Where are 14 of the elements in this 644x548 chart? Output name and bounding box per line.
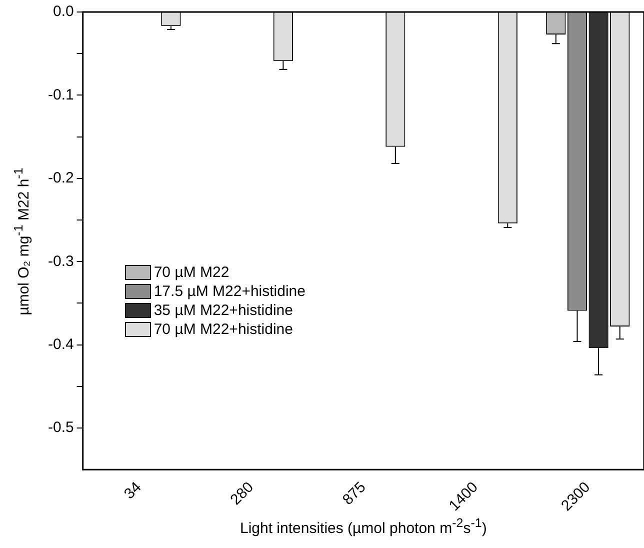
legend-label: 70 µM M22+histidine	[154, 320, 293, 338]
y-tick-label: -0.5	[48, 419, 74, 436]
legend-label: 17.5 µM M22+histidine	[154, 282, 306, 300]
y-tick-label: -0.1	[48, 86, 74, 104]
y-tick-label: -0.2	[48, 170, 74, 187]
x-axis-title: Light intensities (µmol photon m$^{-2}$s$^{-1}$)	[238, 516, 488, 537]
x-tick-label: 875	[339, 478, 370, 508]
legend-label: 35 µM M22+histidine	[154, 302, 293, 319]
x-tick-label: 34	[120, 478, 145, 503]
x-tick-label: 280	[227, 478, 257, 508]
y-tick-label: -0.4	[48, 336, 74, 353]
y-tick-label: 0.0	[52, 3, 74, 20]
legend-label: 70 µM M22	[154, 264, 230, 281]
y-tick-label: -0.3	[48, 252, 74, 270]
